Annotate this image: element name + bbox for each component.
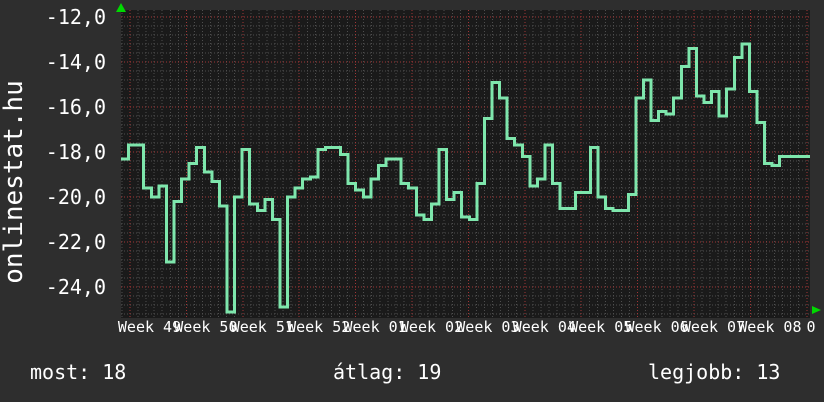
- stat-best: legjobb: 13: [648, 360, 780, 384]
- stat-average-value: 19: [417, 360, 442, 384]
- y-axis-label: -14,0: [45, 50, 106, 74]
- y-axis-label: -24,0: [45, 275, 106, 299]
- stat-average: átlag: 19: [333, 360, 441, 384]
- x-axis-label: Week 04: [512, 318, 576, 336]
- summary-stats-row: most: 18 átlag: 19 legjobb: 13: [0, 360, 824, 386]
- stat-current: most: 18: [30, 360, 126, 384]
- stat-current-label: most:: [30, 360, 91, 384]
- x-axis-label-partial: 0: [806, 318, 816, 336]
- chart-plot-area: [121, 10, 810, 318]
- y-axis-label: -12,0: [45, 5, 106, 29]
- x-axis-label: Week 51: [230, 318, 294, 336]
- x-axis-label: Week 01: [343, 318, 407, 336]
- x-axis-label: Week 05: [569, 318, 633, 336]
- x-axis-label: Week 52: [287, 318, 351, 336]
- x-axis-label: Week 06: [625, 318, 689, 336]
- y-axis-label: -22,0: [45, 230, 106, 254]
- stat-best-label: legjobb:: [648, 360, 745, 384]
- x-axis-label: Week 02: [399, 318, 464, 336]
- x-axis-arrow-icon: [812, 306, 821, 314]
- y-axis-label: -16,0: [45, 95, 106, 119]
- x-axis-label: Week 49: [117, 318, 182, 336]
- x-axis-label: Week 07: [681, 318, 746, 336]
- x-axis-label: Week 50: [174, 318, 238, 336]
- rank-line: [121, 42, 810, 314]
- y-axis: -12,0 -14,0 -16,0 -18,0 -20,0 -22,0 -24,0: [0, 0, 106, 320]
- x-axis: Week 49 Week 50 Week 51 Week 52 Week 01 Week …: [0, 319, 824, 337]
- stat-average-label: átlag:: [333, 360, 406, 384]
- x-axis-label: Week 03: [456, 318, 520, 336]
- x-axis-label: Week 08: [738, 318, 802, 336]
- y-axis-label: -20,0: [45, 185, 106, 209]
- rank-step-line-chart: [121, 10, 810, 318]
- y-axis-label: -18,0: [45, 140, 106, 164]
- stat-best-value: 13: [756, 360, 781, 384]
- y-axis-arrow-icon: [116, 3, 126, 12]
- stat-current-value: 18: [102, 360, 127, 384]
